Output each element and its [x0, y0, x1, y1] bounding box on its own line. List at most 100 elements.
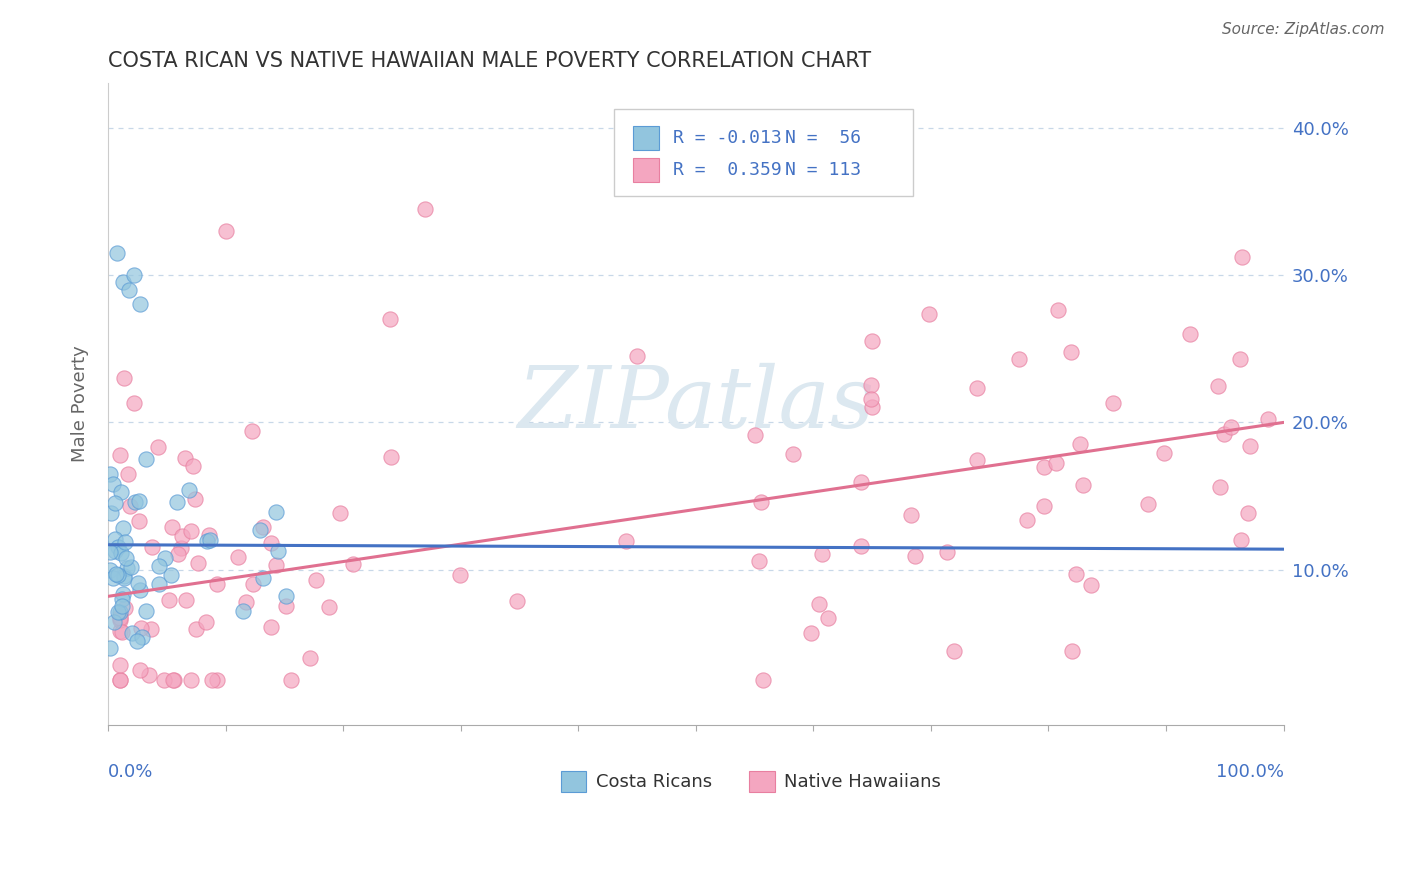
Point [800, 626, 823, 640]
Text: N = 113: N = 113 [785, 161, 862, 179]
Y-axis label: Male Poverty: Male Poverty [72, 345, 89, 462]
Point [111, 592, 134, 607]
Point [378, 312, 401, 326]
Point [318, 599, 340, 614]
Point [141, 623, 163, 637]
Point [449, 567, 471, 582]
Point [249, 523, 271, 537]
Point [849, 475, 872, 489]
Point [184, 491, 207, 506]
Point [1230, 533, 1253, 548]
Point [186, 622, 208, 636]
Point [148, 577, 170, 591]
Point [201, 673, 224, 688]
Point [1219, 419, 1241, 434]
Point [98, 563, 121, 577]
Point [118, 283, 141, 297]
Point [1047, 303, 1070, 318]
Point [131, 630, 153, 644]
Point [1032, 500, 1054, 514]
Point [112, 276, 135, 290]
Point [128, 297, 150, 311]
Point [112, 569, 135, 583]
Point [122, 396, 145, 410]
Point [235, 595, 257, 609]
Point [110, 546, 132, 560]
Point [115, 551, 138, 566]
Point [748, 553, 770, 567]
Point [160, 520, 183, 534]
Point [163, 673, 186, 688]
Point [415, 202, 437, 216]
Point [274, 589, 297, 603]
Point [110, 485, 132, 500]
Point [117, 467, 139, 481]
Point [153, 673, 176, 688]
Point [1069, 437, 1091, 451]
Point [214, 224, 236, 238]
Point [1080, 578, 1102, 592]
Point [1033, 460, 1056, 475]
Point [280, 673, 302, 688]
Point [121, 626, 143, 640]
Point [1060, 644, 1083, 658]
Point [141, 540, 163, 554]
Point [103, 615, 125, 629]
Point [127, 576, 149, 591]
Bar [749, 772, 775, 792]
Point [240, 425, 263, 439]
Point [860, 378, 883, 392]
Point [1060, 344, 1083, 359]
Point [811, 547, 834, 561]
Text: COSTA RICAN VS NATIVE HAWAIIAN MALE POVERTY CORRELATION CHART: COSTA RICAN VS NATIVE HAWAIIAN MALE POVE… [108, 51, 872, 70]
Point [298, 650, 321, 665]
Point [1213, 427, 1236, 442]
Point [1206, 378, 1229, 392]
Point [918, 308, 941, 322]
Point [935, 545, 957, 559]
Point [859, 392, 882, 407]
Point [108, 624, 131, 638]
Text: R =  0.359: R = 0.359 [673, 161, 782, 179]
Point [138, 668, 160, 682]
Point [173, 450, 195, 465]
Point [108, 673, 131, 688]
Point [101, 476, 124, 491]
Point [900, 508, 922, 522]
Text: N =  56: N = 56 [785, 128, 862, 147]
Point [114, 534, 136, 549]
Point [146, 440, 169, 454]
Point [205, 673, 228, 688]
Text: Costa Ricans: Costa Ricans [596, 772, 711, 790]
Point [1017, 512, 1039, 526]
Point [966, 380, 988, 394]
Point [195, 533, 218, 548]
Point [98, 545, 121, 559]
Point [122, 268, 145, 282]
Point [100, 506, 122, 520]
Point [104, 567, 127, 582]
Point [166, 547, 188, 561]
Point [135, 604, 157, 618]
Point [114, 600, 136, 615]
Point [112, 371, 135, 385]
Point [232, 604, 254, 618]
Point [108, 613, 131, 627]
Point [111, 599, 134, 613]
Point [1064, 566, 1087, 581]
Text: 0.0%: 0.0% [108, 763, 153, 781]
Point [329, 506, 352, 520]
Point [104, 496, 127, 510]
Point [107, 540, 129, 554]
Text: Native Hawaiians: Native Hawaiians [785, 772, 941, 790]
Point [117, 561, 139, 575]
Point [124, 495, 146, 509]
Point [1136, 497, 1159, 511]
Point [107, 605, 129, 619]
Point [198, 533, 221, 548]
Point [197, 527, 219, 541]
Point [98, 640, 121, 655]
Point [1178, 326, 1201, 341]
Point [118, 499, 141, 513]
Point [104, 532, 127, 546]
